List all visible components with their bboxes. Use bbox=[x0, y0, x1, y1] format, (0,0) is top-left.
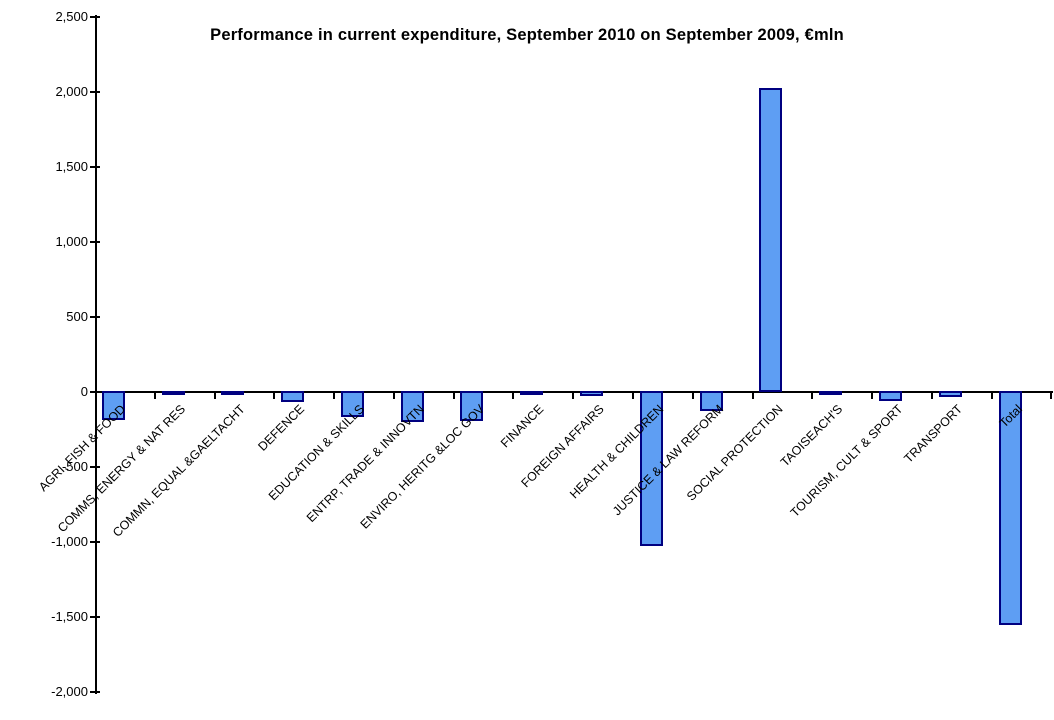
x-axis-tick bbox=[392, 392, 395, 399]
x-category-label: COMMN, EQUAL &GAELTACHT bbox=[109, 402, 248, 540]
bar-16 bbox=[998, 391, 1022, 626]
bar-7 bbox=[460, 391, 484, 421]
bar-3 bbox=[221, 391, 245, 395]
x-category-label: TRANSPORT bbox=[901, 402, 966, 466]
bar-1 bbox=[101, 391, 125, 421]
bar-9 bbox=[580, 391, 604, 397]
y-tick-label: -2,000 bbox=[51, 684, 88, 699]
x-category-label: DEFENCE bbox=[255, 402, 308, 454]
bar-6 bbox=[400, 391, 424, 422]
x-axis-tick bbox=[273, 392, 276, 399]
x-category-label: FINANCE bbox=[498, 402, 547, 451]
x-axis-tick bbox=[930, 392, 933, 399]
bar-15 bbox=[938, 391, 962, 397]
x-axis-tick bbox=[452, 392, 455, 399]
x-axis-tick bbox=[691, 392, 694, 399]
y-tick-label: -1,000 bbox=[51, 534, 88, 549]
x-axis-tick bbox=[213, 392, 216, 399]
bar-11 bbox=[699, 391, 723, 411]
x-axis-tick bbox=[1050, 392, 1053, 399]
x-axis-tick bbox=[572, 392, 575, 399]
y-axis-tick bbox=[90, 391, 100, 393]
x-axis-tick bbox=[632, 392, 635, 399]
y-tick-label: -1,500 bbox=[51, 609, 88, 624]
y-tick-label: 1,000 bbox=[55, 234, 88, 249]
bar-4 bbox=[281, 391, 305, 403]
y-tick-label: 2,000 bbox=[55, 84, 88, 99]
x-category-label: JUSTICE & LAW REFORM bbox=[609, 402, 726, 519]
y-axis-tick bbox=[90, 616, 100, 618]
bar-12 bbox=[759, 88, 783, 392]
x-axis-tick bbox=[333, 392, 336, 399]
y-tick-label: 2,500 bbox=[55, 9, 88, 24]
y-axis bbox=[95, 15, 97, 694]
bar-13 bbox=[819, 391, 843, 395]
y-axis-tick bbox=[90, 466, 100, 468]
y-axis-tick bbox=[90, 691, 100, 693]
y-axis-tick bbox=[90, 541, 100, 543]
y-axis-tick bbox=[90, 91, 100, 93]
x-axis-tick bbox=[871, 392, 874, 399]
y-tick-label: 0 bbox=[80, 384, 88, 399]
y-tick-label: -500 bbox=[61, 459, 88, 474]
y-tick-label: 1,500 bbox=[55, 159, 88, 174]
x-axis-tick bbox=[512, 392, 515, 399]
bar-8 bbox=[520, 391, 544, 395]
bar-14 bbox=[878, 391, 902, 402]
x-axis-tick bbox=[751, 392, 754, 399]
x-axis-tick bbox=[990, 392, 993, 399]
y-tick-label: 500 bbox=[66, 309, 88, 324]
x-category-label: TOURISM, CULT & SPORT bbox=[787, 402, 906, 520]
bar-10 bbox=[639, 391, 663, 546]
y-axis-tick bbox=[90, 166, 100, 168]
bar-5 bbox=[340, 391, 364, 418]
chart-title: Performance in current expenditure, Sept… bbox=[210, 26, 844, 44]
bar-2 bbox=[161, 391, 185, 395]
x-axis-tick bbox=[153, 392, 156, 399]
x-category-label: ENTRP, TRADE & INNOVTN bbox=[304, 402, 428, 526]
x-category-label: TAOISEACH'S bbox=[778, 402, 846, 470]
y-axis-tick bbox=[90, 316, 100, 318]
y-axis-tick bbox=[90, 16, 100, 18]
x-axis-tick bbox=[811, 392, 814, 399]
y-axis-tick bbox=[90, 241, 100, 243]
